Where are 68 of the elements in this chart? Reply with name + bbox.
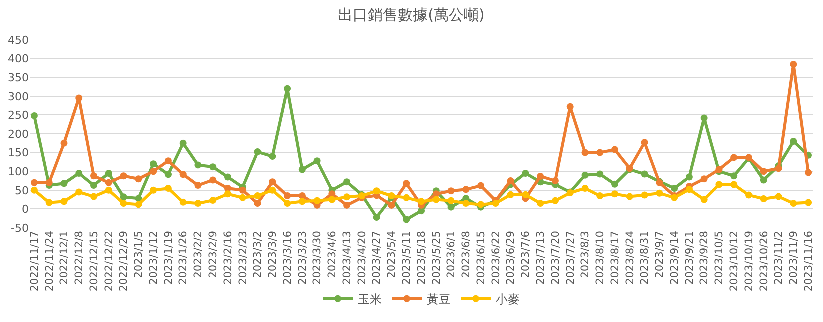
- x-tick-label: 2023/8/3: [580, 231, 592, 278]
- x-tick-label: 2022/12/22: [103, 231, 116, 292]
- x-tick-label: 2022/12/29: [118, 231, 130, 292]
- x-tick-label: 2023/3/16: [282, 230, 294, 285]
- x-tick-label: 2023/9/14: [668, 230, 681, 285]
- x-tick-label: 2022/12/8: [74, 231, 86, 285]
- x-tick-label: 2023/11/16: [802, 230, 815, 292]
- x-tick-label: 2023/1/19: [162, 231, 175, 285]
- legend-label: 玉米: [358, 292, 382, 307]
- y-tick-label: 450: [8, 34, 29, 47]
- x-tick-label: 2023/3/9: [267, 231, 280, 278]
- y-tick-label: -50: [11, 222, 29, 235]
- x-tick-label: 2023/6/8: [460, 231, 473, 278]
- x-tick-label: 2023/10/19: [743, 231, 756, 292]
- x-tick-label: 2023/6/29: [505, 231, 518, 285]
- x-tick-label: 2023/1/12: [148, 231, 160, 285]
- y-tick-label: 50: [15, 184, 29, 198]
- x-tick-label: 2023/1/26: [178, 230, 190, 285]
- y-tick-label: 200: [8, 128, 29, 141]
- y-tick-label: 300: [8, 90, 29, 104]
- x-tick-label: 2023/7/6: [520, 230, 532, 278]
- x-tick-label: 2023/6/1: [446, 231, 458, 278]
- x-tick-label: 2023/10/26: [758, 230, 770, 292]
- x-tick-label: 2023/4/27: [371, 231, 384, 285]
- x-tick-label: 2023/6/15: [475, 231, 488, 285]
- x-tick-label: 2023/7/20: [550, 231, 562, 285]
- y-tick-label: 400: [8, 52, 29, 66]
- x-tick-label: 2023/8/10: [594, 231, 607, 285]
- x-tick-label: 2023/7/27: [564, 231, 577, 285]
- x-tick-label: 2023/6/22: [490, 231, 502, 285]
- x-tick-label: 2023/4/13: [341, 231, 354, 285]
- y-tick-label: 350: [8, 71, 29, 84]
- y-tick-label: 100: [8, 165, 29, 178]
- x-tick-label: 2023/2/16: [222, 230, 234, 285]
- x-tick-label: 2022/11/24: [44, 230, 56, 292]
- x-tick-label: 2023/5/4: [386, 230, 398, 278]
- x-tick-label: 2023/9/21: [684, 231, 696, 285]
- x-tick-label: 2023/2/2: [192, 231, 205, 278]
- x-tick-label: 2023/8/31: [639, 231, 652, 285]
- x-tick-label: 2023/8/17: [609, 231, 622, 285]
- x-tick-label: 2023/11/2: [773, 231, 786, 285]
- x-tick-label: 2023/8/24: [624, 230, 636, 285]
- x-tick-label: 2023/9/7: [654, 231, 666, 278]
- chart-title: 出口銷售數據(萬公噸): [338, 6, 485, 24]
- y-tick-label: 150: [8, 146, 29, 160]
- legend-label: 黃豆: [427, 292, 451, 307]
- x-tick-label: 2023/5/18: [416, 231, 428, 285]
- x-tick-label: 2023/2/9: [208, 231, 220, 278]
- x-tick-label: 2023/5/11: [401, 231, 414, 285]
- x-tick-label: 2023/1/5: [133, 231, 146, 278]
- y-tick-label: 250: [8, 109, 29, 122]
- x-tick-label: 2023/3/2: [252, 231, 264, 278]
- x-tick-label: 2023/9/28: [698, 231, 711, 285]
- x-tick-label: 2022/12/1: [58, 231, 71, 285]
- x-tick-label: 2023/7/13: [535, 231, 548, 285]
- x-tick-label: 2022/11/17: [28, 231, 41, 292]
- x-tick-label: 2023/5/25: [430, 231, 443, 285]
- x-tick-label: 2023/3/30: [312, 231, 324, 285]
- x-tick-label: 2022/12/15: [88, 231, 100, 292]
- x-tick-label: 2023/4/6: [326, 230, 339, 278]
- x-tick-label: 2023/10/12: [728, 231, 741, 292]
- y-tick-label: 0: [22, 203, 29, 216]
- x-tick-label: 2023/11/9: [788, 231, 800, 285]
- x-tick-label: 2023/3/23: [296, 231, 309, 285]
- x-tick-label: 2023/4/20: [356, 231, 368, 285]
- x-tick-label: 2023/2/23: [237, 231, 250, 285]
- x-tick-label: 2023/10/5: [714, 231, 726, 285]
- legend-label: 小麥: [496, 292, 520, 307]
